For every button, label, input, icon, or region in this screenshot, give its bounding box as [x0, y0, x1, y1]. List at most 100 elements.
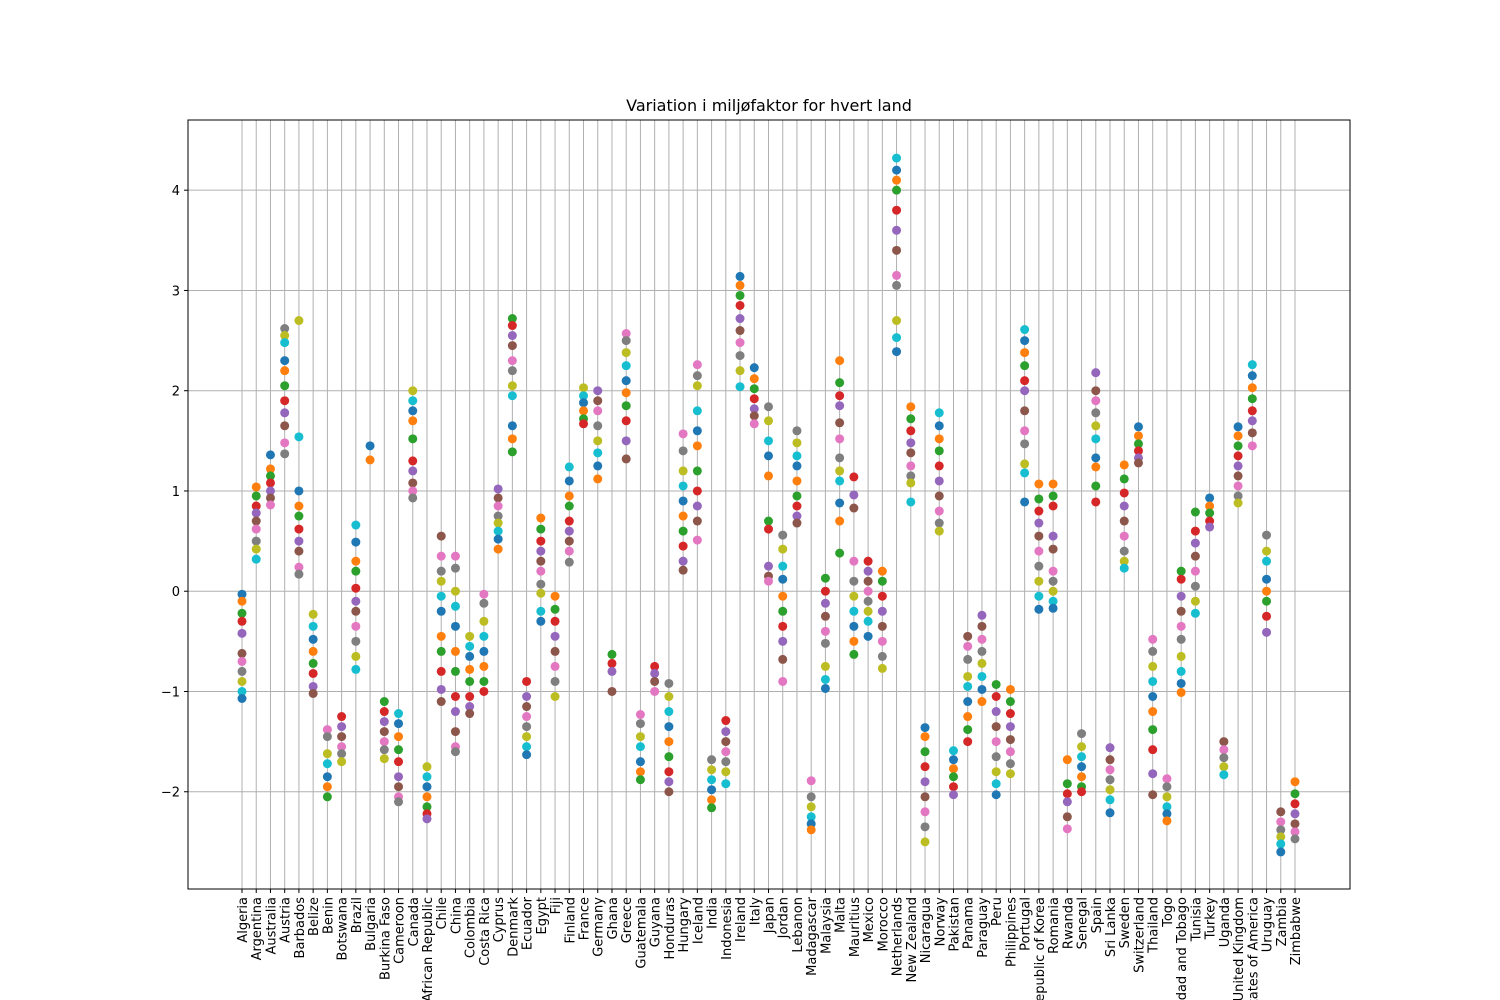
point: [721, 767, 731, 777]
point: [820, 661, 830, 671]
point: [1077, 787, 1087, 797]
point: [1176, 591, 1186, 601]
point: [564, 516, 574, 526]
point: [991, 679, 1001, 689]
point: [849, 556, 859, 566]
point: [251, 516, 261, 526]
point: [692, 360, 702, 370]
point: [792, 518, 802, 528]
point: [1119, 531, 1129, 541]
point: [650, 686, 660, 696]
point: [735, 338, 745, 348]
point: [479, 631, 489, 641]
point: [1176, 574, 1186, 584]
point: [749, 419, 759, 429]
point: [536, 566, 546, 576]
y-tick-label: 4: [172, 184, 180, 199]
point: [394, 797, 404, 807]
point: [1148, 769, 1158, 779]
point: [408, 478, 418, 488]
point: [749, 374, 759, 384]
point: [493, 493, 503, 503]
point: [778, 530, 788, 540]
point: [1105, 775, 1115, 785]
point: [1247, 428, 1257, 438]
point: [1176, 651, 1186, 661]
point: [536, 579, 546, 589]
point: [1176, 634, 1186, 644]
point: [692, 466, 702, 476]
point: [237, 694, 247, 704]
point: [1062, 755, 1072, 765]
x-tick-label: Pakistan: [947, 897, 962, 951]
point: [564, 462, 574, 472]
point: [379, 754, 389, 764]
point: [934, 446, 944, 456]
point: [963, 641, 973, 651]
x-tick-label: India: [706, 897, 721, 929]
point: [294, 511, 304, 521]
point: [351, 621, 361, 631]
y-tick-label: 3: [172, 284, 180, 299]
point: [1091, 497, 1101, 507]
point: [692, 535, 702, 545]
point: [849, 636, 859, 646]
x-tick-label: Madagascar: [805, 896, 820, 976]
point: [1020, 386, 1030, 396]
point: [664, 691, 674, 701]
point: [920, 792, 930, 802]
x-tick-label: Senegal: [1076, 897, 1091, 949]
point: [1205, 508, 1215, 518]
point: [579, 398, 589, 408]
point: [863, 566, 873, 576]
point: [579, 391, 589, 401]
point: [237, 608, 247, 618]
point: [265, 471, 275, 481]
point: [635, 719, 645, 729]
point: [265, 478, 275, 488]
point: [1034, 546, 1044, 556]
point: [735, 271, 745, 281]
point: [422, 772, 432, 782]
point: [351, 606, 361, 616]
point: [1290, 809, 1300, 819]
point: [536, 616, 546, 626]
point: [394, 709, 404, 719]
point: [621, 388, 631, 398]
point: [280, 338, 290, 348]
point: [877, 576, 887, 586]
point: [450, 586, 460, 596]
point: [1233, 498, 1243, 508]
point: [948, 772, 958, 782]
point: [892, 205, 902, 215]
point: [678, 496, 688, 506]
point: [1262, 530, 1272, 540]
point: [593, 386, 603, 396]
point: [835, 548, 845, 558]
point: [308, 609, 318, 619]
point: [835, 434, 845, 444]
point: [522, 750, 532, 760]
point: [322, 759, 332, 769]
y-tick-label: −2: [161, 786, 180, 801]
point: [934, 518, 944, 528]
point: [664, 737, 674, 747]
point: [991, 779, 1001, 789]
point: [465, 664, 475, 674]
point: [280, 438, 290, 448]
point: [564, 491, 574, 501]
point: [1190, 538, 1200, 548]
point: [1105, 755, 1115, 765]
point: [1119, 563, 1129, 573]
point: [621, 416, 631, 426]
point: [735, 280, 745, 290]
point: [450, 747, 460, 757]
point: [294, 536, 304, 546]
point: [1176, 687, 1186, 697]
point: [493, 534, 503, 544]
point: [621, 329, 631, 339]
point: [1162, 816, 1172, 826]
point: [465, 702, 475, 712]
point: [1148, 634, 1158, 644]
